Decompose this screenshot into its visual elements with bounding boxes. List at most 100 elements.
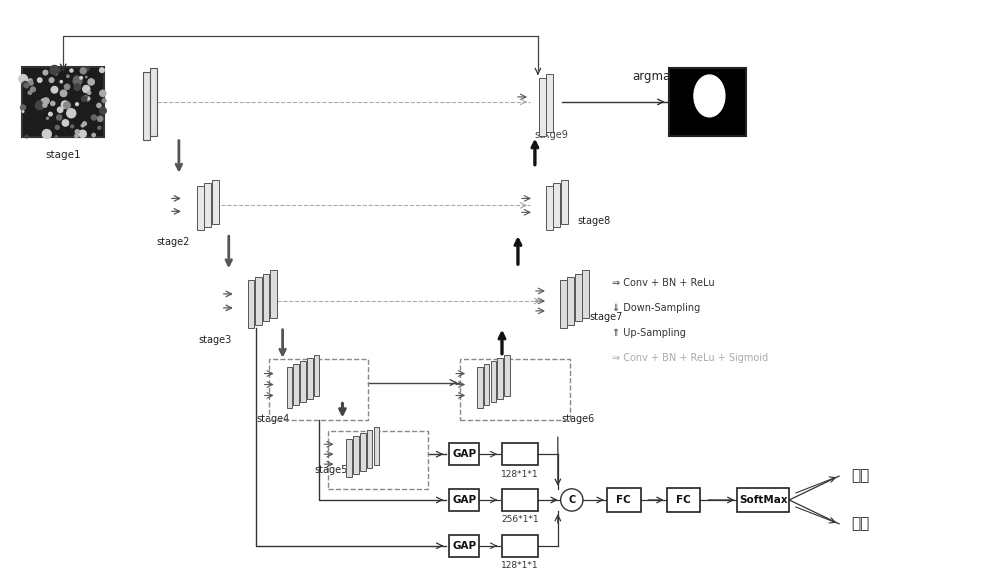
Bar: [553, 183, 560, 227]
Bar: [360, 433, 366, 471]
Bar: [263, 274, 269, 321]
Circle shape: [42, 129, 51, 139]
Circle shape: [43, 103, 47, 107]
Circle shape: [55, 136, 57, 138]
Circle shape: [80, 77, 82, 79]
Text: 良性: 良性: [851, 469, 869, 484]
Circle shape: [82, 96, 86, 101]
Bar: [502, 535, 538, 557]
Circle shape: [19, 74, 27, 83]
Circle shape: [22, 81, 28, 87]
Circle shape: [86, 76, 87, 78]
Bar: [270, 270, 277, 318]
Circle shape: [38, 78, 42, 83]
Bar: [328, 431, 428, 489]
Circle shape: [51, 87, 58, 93]
Bar: [367, 430, 372, 468]
Circle shape: [60, 90, 67, 96]
Ellipse shape: [694, 75, 725, 117]
Circle shape: [67, 109, 76, 118]
Circle shape: [92, 134, 95, 137]
Text: stage7: stage7: [590, 312, 623, 322]
Text: ⇑ Up-Sampling: ⇑ Up-Sampling: [612, 328, 686, 337]
Text: FC: FC: [616, 495, 631, 505]
Bar: [346, 439, 352, 477]
Bar: [491, 360, 496, 402]
Circle shape: [79, 130, 86, 138]
Circle shape: [67, 75, 69, 77]
Circle shape: [49, 78, 54, 83]
Circle shape: [31, 87, 35, 92]
Bar: [449, 489, 479, 511]
Bar: [607, 488, 641, 512]
Text: stage4: stage4: [257, 414, 290, 425]
Circle shape: [50, 65, 59, 74]
Circle shape: [43, 70, 48, 75]
Circle shape: [60, 81, 62, 83]
Text: stage1: stage1: [45, 150, 81, 160]
Circle shape: [75, 129, 79, 134]
Circle shape: [87, 97, 90, 100]
Circle shape: [84, 96, 88, 99]
Circle shape: [25, 135, 28, 138]
Bar: [204, 183, 211, 227]
Text: stage6: stage6: [562, 414, 595, 425]
Bar: [269, 359, 368, 421]
Circle shape: [97, 103, 101, 108]
Bar: [504, 355, 510, 397]
Circle shape: [100, 107, 106, 114]
Circle shape: [561, 489, 583, 511]
Text: 128*1*1: 128*1*1: [501, 470, 539, 478]
Bar: [374, 427, 379, 465]
Bar: [248, 280, 254, 328]
Bar: [314, 355, 319, 397]
Bar: [669, 68, 746, 136]
Text: 128*1*1: 128*1*1: [501, 561, 539, 570]
Bar: [502, 489, 538, 511]
Bar: [293, 364, 299, 406]
Circle shape: [98, 126, 101, 129]
Circle shape: [76, 103, 78, 105]
Bar: [484, 364, 489, 406]
Circle shape: [35, 101, 44, 109]
Text: C: C: [568, 495, 575, 505]
Circle shape: [83, 122, 86, 125]
Text: stage3: stage3: [199, 335, 232, 345]
Circle shape: [88, 91, 91, 95]
Circle shape: [100, 68, 104, 72]
Text: stXge9: stXge9: [535, 129, 569, 140]
Text: GAP: GAP: [452, 449, 476, 459]
Circle shape: [28, 79, 32, 83]
Circle shape: [62, 120, 69, 126]
Circle shape: [86, 67, 89, 70]
Text: stage2: stage2: [156, 237, 189, 247]
Circle shape: [58, 69, 60, 71]
Circle shape: [26, 80, 31, 85]
Circle shape: [85, 97, 90, 101]
Bar: [255, 277, 262, 325]
Bar: [560, 280, 567, 328]
Text: SoftMax: SoftMax: [739, 495, 788, 505]
Text: 恶性: 恶性: [851, 516, 869, 531]
Bar: [497, 358, 503, 399]
Bar: [567, 277, 574, 325]
Bar: [575, 274, 582, 321]
Bar: [307, 358, 313, 399]
Circle shape: [22, 111, 24, 112]
Bar: [582, 270, 589, 318]
Circle shape: [29, 81, 33, 85]
Circle shape: [49, 112, 52, 116]
Circle shape: [20, 105, 25, 110]
Text: ⇒ Conv + BN + ReLu: ⇒ Conv + BN + ReLu: [612, 278, 714, 288]
Bar: [737, 488, 789, 512]
Circle shape: [73, 77, 82, 85]
Circle shape: [88, 79, 94, 85]
Text: GAP: GAP: [452, 541, 476, 551]
Circle shape: [83, 85, 90, 93]
Bar: [502, 444, 538, 465]
Text: FC: FC: [676, 495, 691, 505]
Bar: [546, 186, 553, 230]
Text: GAP: GAP: [452, 495, 476, 505]
Circle shape: [57, 115, 62, 120]
Circle shape: [81, 124, 84, 127]
